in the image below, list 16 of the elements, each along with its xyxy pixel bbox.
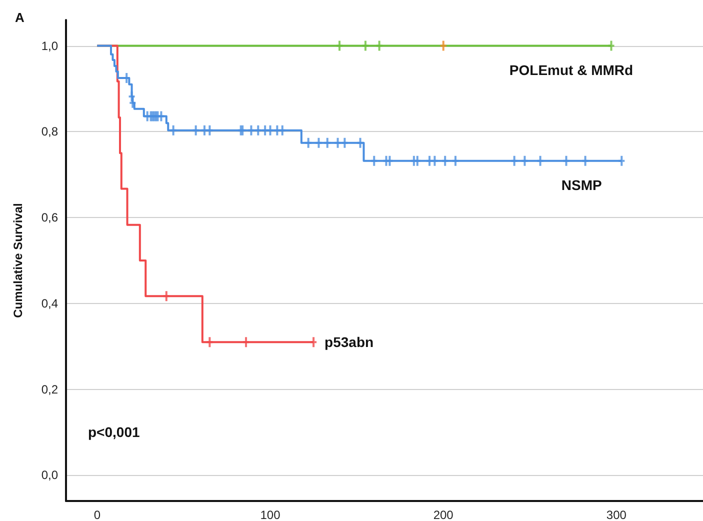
- series-label: POLEmut & MMRd: [509, 62, 634, 78]
- series-label: p53abn: [324, 334, 374, 350]
- y-tick-label: 0,4: [41, 296, 58, 310]
- annotation: p<0,001: [88, 424, 140, 440]
- x-tick-label: 200: [433, 508, 454, 521]
- series-label: NSMP: [561, 176, 602, 193]
- y-tick-label: 0,0: [41, 468, 58, 482]
- x-tick-label: 100: [260, 508, 281, 521]
- x-tick-label: 0: [94, 508, 101, 521]
- y-tick-label: 0,6: [41, 210, 58, 225]
- chart-title: A: [15, 10, 25, 25]
- x-tick-label: 300: [606, 508, 627, 521]
- y-tick-label: 0,2: [41, 382, 58, 396]
- y-tick-label: 1,0: [41, 38, 58, 53]
- y-tick-label: 0,8: [41, 124, 58, 139]
- y-axis-title: Cumulative Survival: [11, 203, 25, 318]
